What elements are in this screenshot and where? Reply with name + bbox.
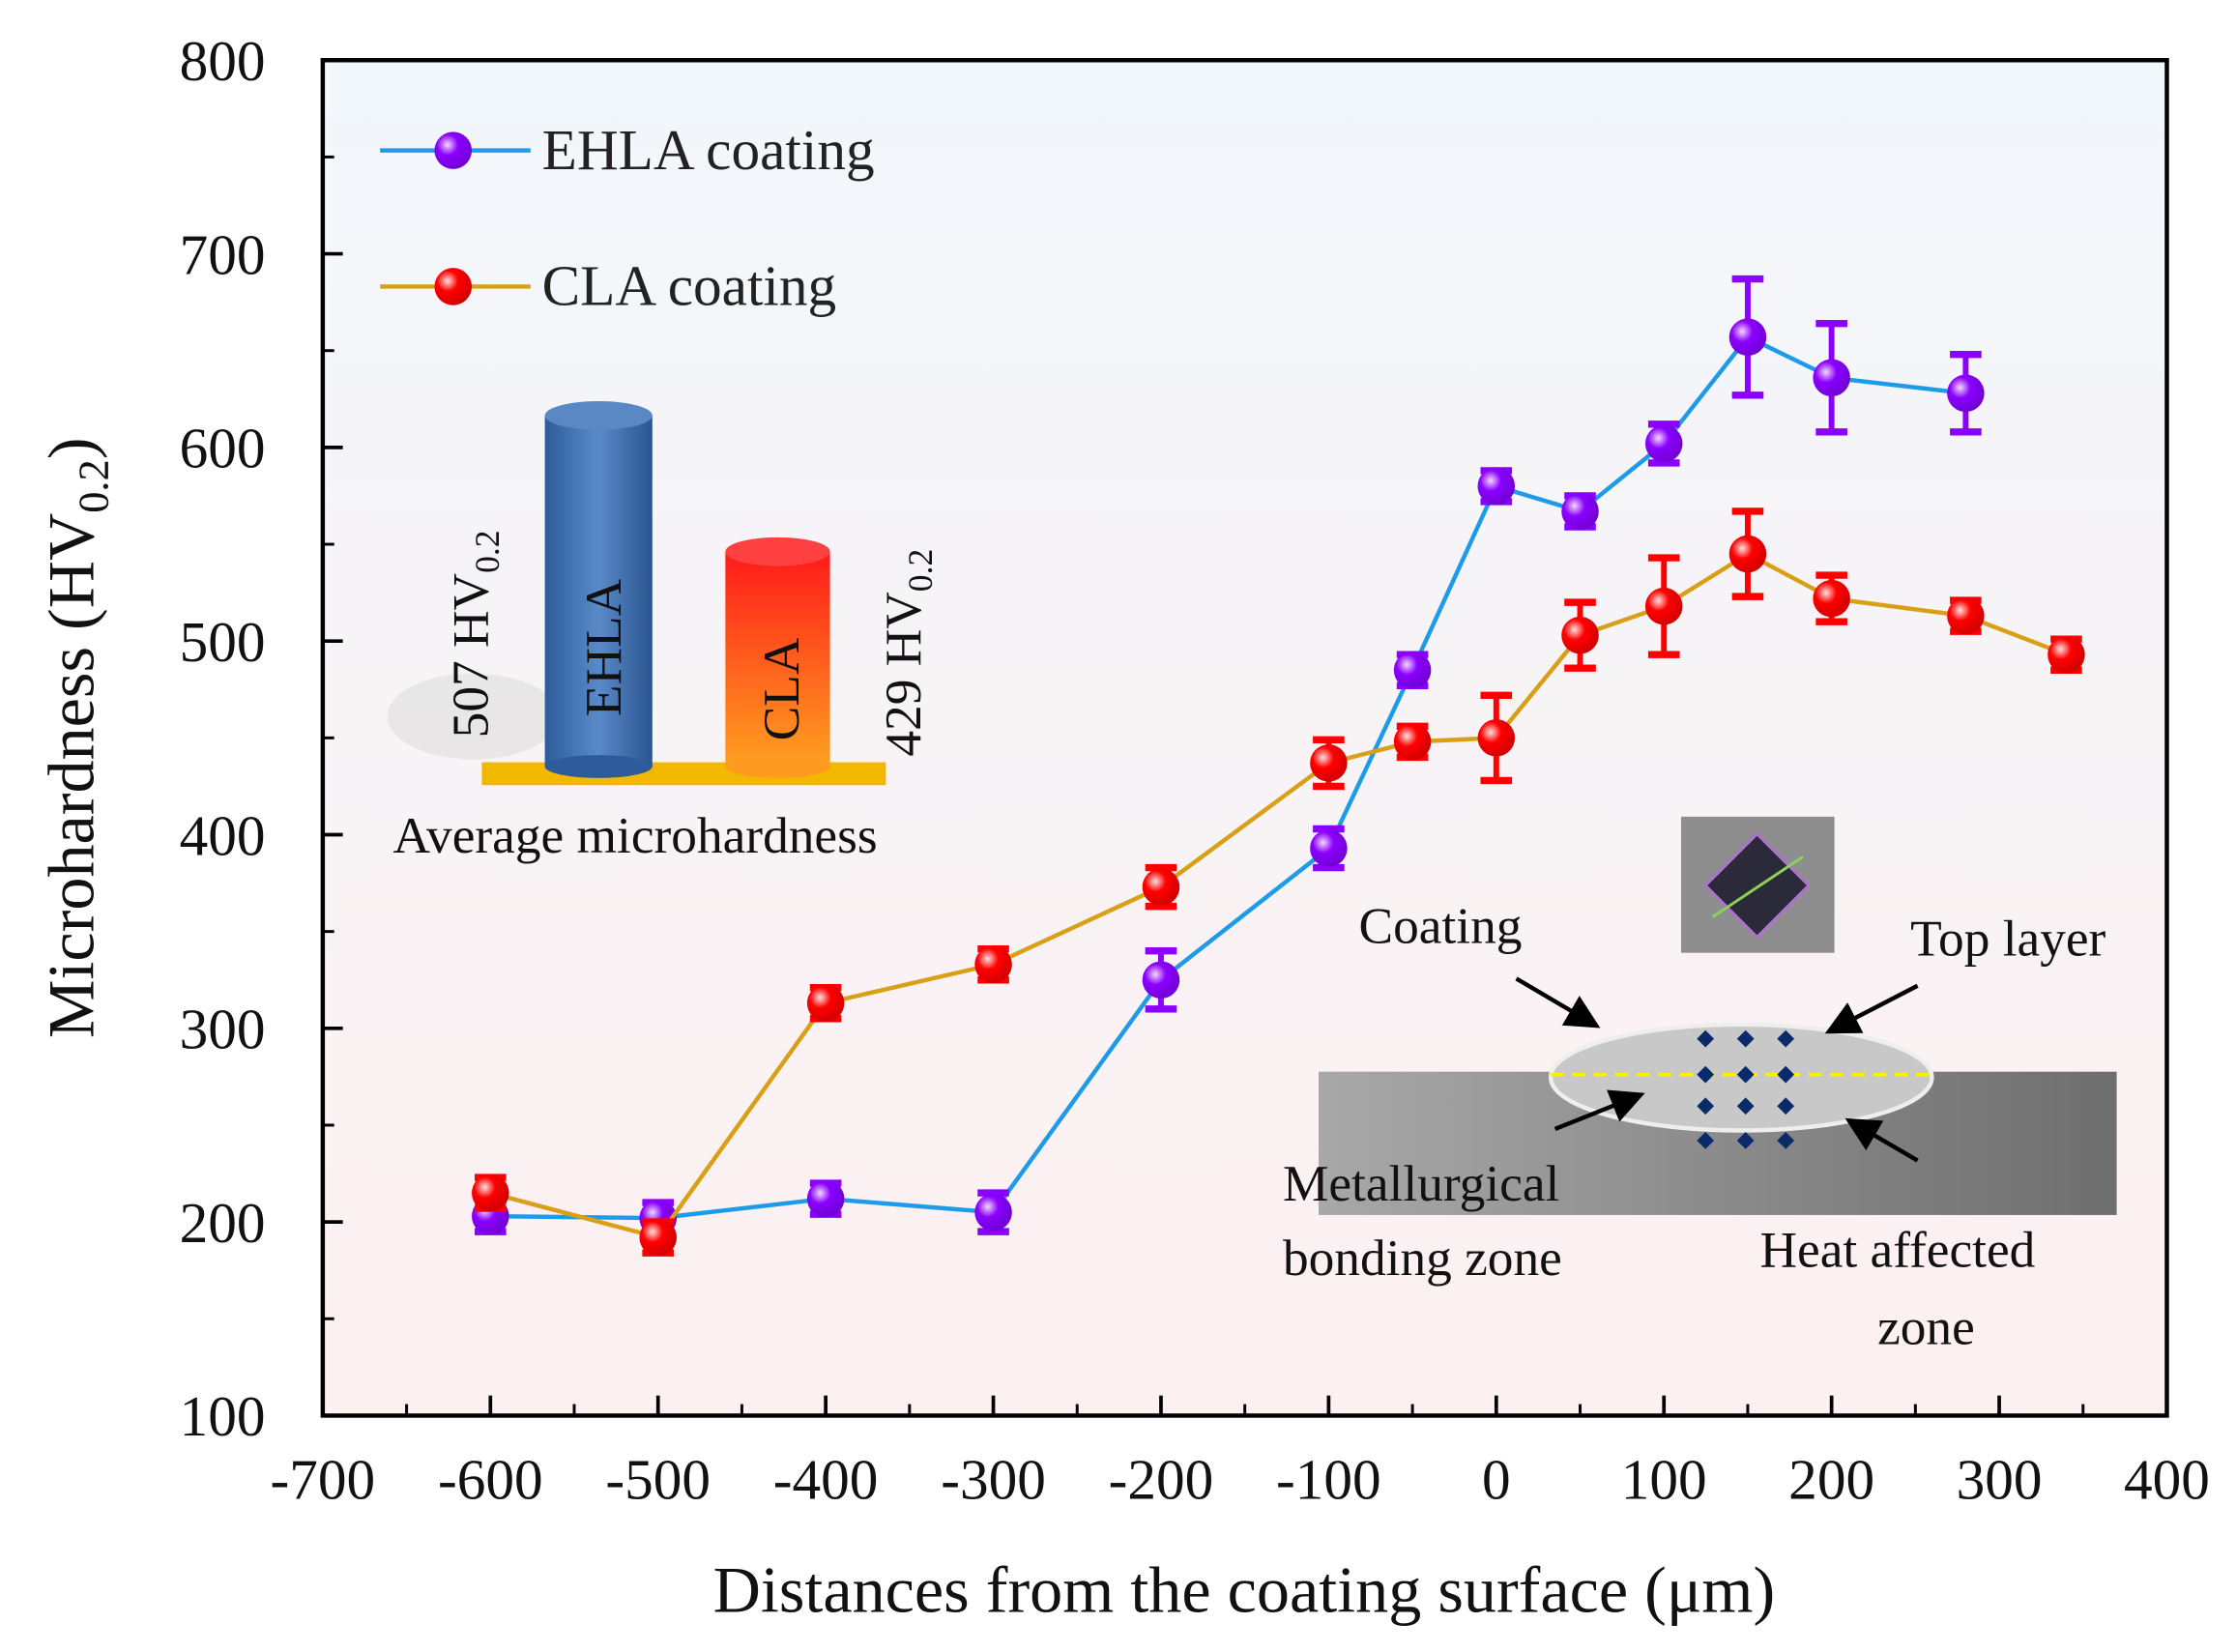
legend-marker-ehla bbox=[434, 131, 473, 169]
data-point bbox=[1561, 492, 1599, 531]
x-tick-label: 300 bbox=[1957, 1447, 2043, 1511]
data-point bbox=[1813, 579, 1850, 618]
x-tick-label: 200 bbox=[1788, 1447, 1874, 1511]
x-tick-label: 100 bbox=[1621, 1447, 1707, 1511]
data-point bbox=[1728, 535, 1767, 573]
inset-value-ehla: 507 HV0.2 bbox=[441, 530, 507, 738]
indent-mark bbox=[1736, 1097, 1755, 1116]
label-bonding-line2: bonding zone bbox=[1283, 1229, 1562, 1287]
y-tick-label: 400 bbox=[180, 803, 266, 867]
y-tick-label: 200 bbox=[180, 1191, 266, 1255]
data-point bbox=[974, 1193, 1012, 1232]
x-tick-label: -700 bbox=[271, 1447, 376, 1511]
label-haz-line1: Heat affected bbox=[1760, 1220, 2036, 1278]
inset-title: Average microhardness bbox=[392, 806, 877, 864]
y-tick-label: 500 bbox=[180, 610, 266, 674]
x-tick-label: 400 bbox=[2124, 1447, 2210, 1511]
indent-mark bbox=[1777, 1029, 1795, 1048]
data-point bbox=[1728, 318, 1767, 356]
legend-marker-cla bbox=[434, 268, 473, 305]
y-tick-label: 300 bbox=[180, 998, 266, 1061]
data-point bbox=[1310, 829, 1348, 867]
x-tick-label: -200 bbox=[1109, 1447, 1214, 1511]
data-point bbox=[1310, 744, 1348, 782]
data-point bbox=[1393, 651, 1432, 689]
x-tick-label: -500 bbox=[605, 1447, 711, 1511]
indent-mark bbox=[1697, 1029, 1715, 1048]
inset-bar-ehla bbox=[544, 415, 653, 767]
x-tick-label: 0 bbox=[1482, 1447, 1511, 1511]
series-cla bbox=[472, 507, 2085, 1257]
data-point bbox=[806, 1179, 845, 1218]
data-point bbox=[1813, 359, 1850, 397]
data-point bbox=[1142, 961, 1180, 1000]
data-point bbox=[1644, 424, 1683, 463]
y-tick-label: 600 bbox=[180, 417, 266, 480]
inset-coating-diagram: Coating Top layer Metallurgical bonding … bbox=[1283, 816, 2117, 1355]
label-haz-line2: zone bbox=[1877, 1297, 1975, 1355]
data-point bbox=[1393, 723, 1432, 761]
inset-value-cla: 429 HV0.2 bbox=[874, 549, 940, 757]
y-axis-label: Microhardness (HV0.2) bbox=[35, 438, 118, 1039]
legend-label-ehla: EHLA coating bbox=[542, 118, 875, 182]
inset-bar-label-cla: CLA bbox=[752, 637, 810, 740]
inset-bar-cla bbox=[725, 551, 830, 767]
data-point bbox=[806, 984, 845, 1023]
y-tick-label: 100 bbox=[180, 1384, 266, 1448]
x-tick-label: -600 bbox=[438, 1447, 543, 1511]
label-top-layer: Top layer bbox=[1910, 910, 2105, 968]
data-point bbox=[1947, 374, 1985, 413]
data-point bbox=[1947, 596, 1985, 635]
legend: EHLA coating CLA coating bbox=[380, 118, 875, 318]
data-point bbox=[1477, 467, 1516, 506]
x-tick-label: -100 bbox=[1276, 1447, 1381, 1511]
data-point bbox=[472, 1174, 509, 1212]
data-point bbox=[1561, 616, 1599, 654]
data-point bbox=[1142, 868, 1180, 906]
data-point bbox=[1644, 587, 1683, 625]
x-axis-label: Distances from the coating surface (μm) bbox=[713, 1552, 1775, 1626]
x-tick-label: -300 bbox=[941, 1447, 1046, 1511]
x-tick-label: -400 bbox=[773, 1447, 879, 1511]
indent-mark bbox=[1777, 1097, 1795, 1116]
data-point bbox=[1477, 719, 1516, 757]
y-tick-label: 700 bbox=[180, 222, 266, 286]
y-tick-label: 800 bbox=[180, 29, 266, 93]
legend-label-cla: CLA coating bbox=[542, 254, 837, 318]
data-point bbox=[2047, 635, 2085, 674]
indent-mark bbox=[1736, 1029, 1755, 1048]
inset-bar-label-ehla: EHLA bbox=[574, 578, 632, 716]
label-bonding-line1: Metallurgical bbox=[1283, 1154, 1559, 1212]
inset-average-microhardness: EHLA CLA 507 HV0.2 429 HV0.2 Average mic… bbox=[387, 401, 940, 864]
label-coating: Coating bbox=[1359, 896, 1523, 954]
data-point bbox=[639, 1218, 677, 1257]
indent-mark bbox=[1697, 1097, 1715, 1116]
data-point bbox=[974, 945, 1012, 983]
